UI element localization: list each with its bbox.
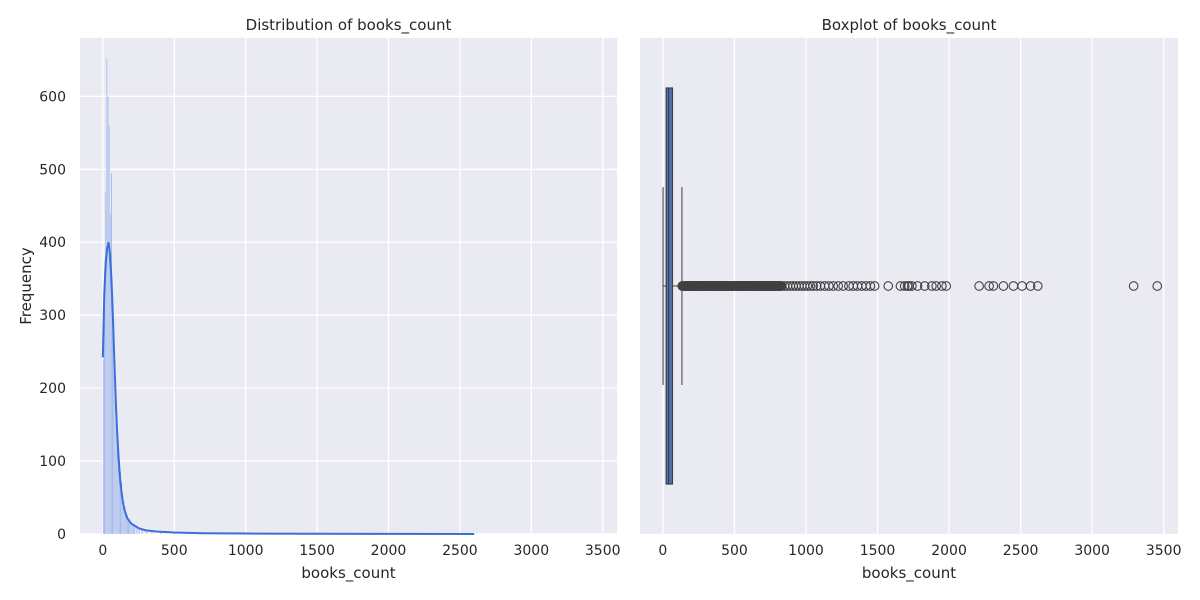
outlier-point <box>919 281 930 291</box>
boxplot-panel: 0 500 1000 1500 2000 2500 3000 3500 Boxplot of … <box>640 16 1182 583</box>
x-tick-label: 0 <box>658 543 667 559</box>
x-tick-label: 3000 <box>513 543 549 559</box>
outlier-point <box>824 281 834 291</box>
outlier-point <box>865 281 876 291</box>
boxplot-title: Boxplot of books_count <box>822 16 997 35</box>
histogram-kde-line <box>101 242 475 535</box>
x-tick-label: 1500 <box>299 543 335 559</box>
histogram-bar <box>136 528 138 535</box>
x-tick-label: 2500 <box>1003 543 1039 559</box>
x-tick-label: 2000 <box>371 543 407 559</box>
boxplot-x-ticks: 0 500 1000 1500 2000 2500 3000 3500 <box>658 543 1181 559</box>
histogram-x-ticks: 0 500 1000 1500 2000 2500 3000 3500 <box>98 543 620 559</box>
histogram-y-ticks: 0 100 200 300 400 500 600 <box>39 89 66 543</box>
y-tick-label: 400 <box>39 235 66 251</box>
y-tick-label: 600 <box>39 89 66 105</box>
outlier-point <box>802 281 813 291</box>
histogram-gridlines <box>80 38 617 535</box>
outlier-point <box>1128 281 1139 291</box>
x-tick-label: 3500 <box>1146 543 1182 559</box>
outlier-point <box>1032 281 1043 291</box>
y-tick-label: 300 <box>39 308 66 324</box>
histogram-bar <box>132 525 135 535</box>
x-tick-label: 1000 <box>228 543 264 559</box>
outlier-point <box>833 281 844 291</box>
outlier-point <box>883 281 894 291</box>
outlier-point <box>927 281 937 291</box>
x-tick-label: 1000 <box>788 543 824 559</box>
outlier-point <box>998 281 1009 291</box>
x-tick-label: 500 <box>161 543 188 559</box>
y-tick-label: 500 <box>39 162 66 178</box>
histogram-bars <box>102 58 347 535</box>
histogram-panel: 0 500 1000 1500 2000 2500 3000 3500 0 100 200 300 4… <box>17 16 621 583</box>
outlier-point <box>899 281 910 291</box>
iqr-box <box>665 87 674 485</box>
histogram-bar <box>108 125 110 535</box>
boxplot-x-axis-label: books_count <box>862 564 956 583</box>
x-tick-label: 0 <box>98 543 107 559</box>
y-tick-label: 0 <box>57 527 66 543</box>
outlier-point <box>912 281 923 291</box>
x-tick-label: 3500 <box>585 543 621 559</box>
histogram-bar <box>107 96 109 535</box>
histogram-x-axis-label: books_count <box>301 564 395 583</box>
outlier-point <box>907 281 917 291</box>
histogram-bar <box>102 358 105 535</box>
outlier-point <box>805 281 816 291</box>
outlier-point <box>1025 281 1036 291</box>
outlier-point <box>988 281 999 291</box>
x-tick-label: 500 <box>721 543 748 559</box>
histogram-bar <box>110 172 113 535</box>
outlier-point <box>984 281 994 291</box>
histogram-bar <box>105 191 107 535</box>
histogram-plot-area <box>80 38 617 534</box>
outlier-point <box>931 281 942 291</box>
outlier-point <box>811 281 822 291</box>
outlier-point <box>808 281 818 291</box>
x-tick-label: 2500 <box>442 543 478 559</box>
histogram-bar <box>138 528 140 535</box>
x-tick-label: 3000 <box>1074 543 1110 559</box>
histogram-bar <box>134 527 136 535</box>
outlier-point <box>869 281 880 291</box>
histogram-title: Distribution of books_count <box>246 16 452 35</box>
y-tick-label: 100 <box>39 454 66 470</box>
histogram-bar <box>131 524 133 535</box>
histogram-bar <box>106 58 108 535</box>
boxplot-outliers <box>677 281 1163 291</box>
outlier-point <box>828 281 839 291</box>
x-tick-label: 2000 <box>931 543 967 559</box>
histogram-y-axis-label: Frequency <box>17 247 35 325</box>
outlier-point <box>974 281 984 291</box>
outlier-point <box>941 281 952 291</box>
x-tick-label: 1500 <box>860 543 896 559</box>
y-tick-label: 200 <box>39 381 66 397</box>
boxplot-shapes <box>662 87 683 485</box>
outlier-point <box>1152 281 1163 291</box>
outlier-point <box>937 281 947 291</box>
outlier-point <box>838 281 849 291</box>
